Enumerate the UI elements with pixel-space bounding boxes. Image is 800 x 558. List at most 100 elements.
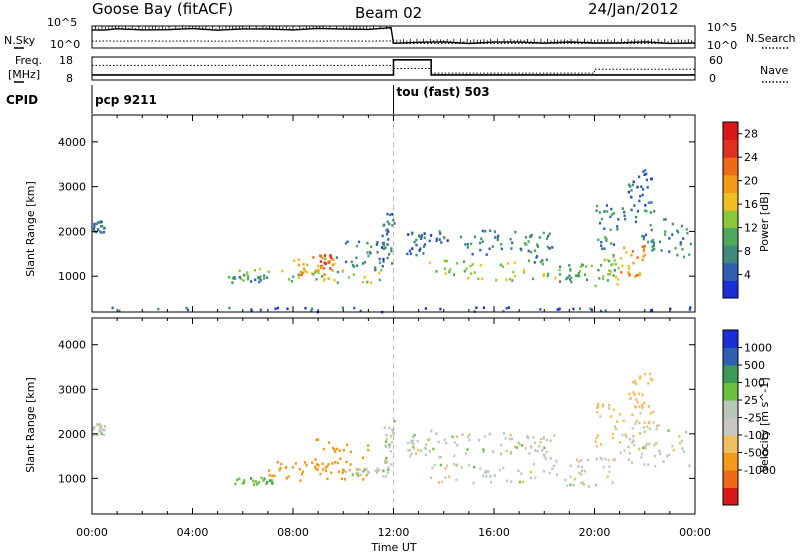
cpid-strip: pcp 9211 tou (fast) 503 xyxy=(91,85,490,114)
cell xyxy=(652,241,655,244)
cell xyxy=(487,470,490,473)
cell xyxy=(614,275,617,279)
cell xyxy=(634,382,638,386)
cell xyxy=(566,276,569,279)
cell xyxy=(98,423,102,426)
power-colorbar-cell xyxy=(723,122,738,141)
cell xyxy=(631,413,634,416)
cell xyxy=(651,245,654,248)
cell xyxy=(411,232,414,236)
cell xyxy=(634,422,637,425)
cell xyxy=(651,308,654,312)
cell xyxy=(647,201,650,205)
cell xyxy=(111,306,114,310)
cell xyxy=(542,274,545,278)
cell xyxy=(646,240,650,244)
cell xyxy=(378,271,381,275)
cell xyxy=(446,259,449,263)
cell xyxy=(578,460,581,464)
cell xyxy=(393,420,396,423)
cell xyxy=(622,419,625,423)
cell xyxy=(534,249,537,252)
cell xyxy=(415,253,418,257)
power-colorbar-tick-label: 28 xyxy=(744,128,758,141)
cell xyxy=(330,256,333,260)
cell xyxy=(362,281,365,284)
cell xyxy=(92,227,95,231)
cell xyxy=(510,480,513,483)
cell xyxy=(315,269,318,273)
cell xyxy=(366,251,369,254)
velocity-colorbar-label: Velocity [m s^-1] xyxy=(758,377,771,472)
cell xyxy=(613,269,616,272)
cell xyxy=(333,448,336,451)
cell xyxy=(435,270,438,273)
cell xyxy=(508,437,511,441)
cell xyxy=(658,449,661,453)
cell xyxy=(359,309,362,313)
cell xyxy=(374,469,377,472)
cell xyxy=(601,405,604,408)
cell xyxy=(102,230,106,234)
cell xyxy=(473,465,476,469)
cell xyxy=(390,435,393,438)
cell xyxy=(305,464,308,467)
cell xyxy=(367,470,370,474)
cell xyxy=(504,437,507,440)
cell xyxy=(287,475,290,478)
cell xyxy=(340,477,343,481)
cell xyxy=(570,276,573,280)
cell xyxy=(316,438,320,441)
cell xyxy=(299,479,302,482)
cell xyxy=(367,444,370,447)
velocity-colorbar-cell xyxy=(723,365,738,383)
cell xyxy=(464,243,467,246)
cell xyxy=(502,466,505,470)
cell xyxy=(303,269,307,273)
cell xyxy=(568,274,571,278)
cell xyxy=(386,461,389,464)
cell xyxy=(431,466,434,470)
cell xyxy=(496,238,499,242)
cell xyxy=(238,477,241,481)
cell xyxy=(536,449,539,453)
cell xyxy=(233,277,236,280)
cell xyxy=(479,467,482,470)
cell xyxy=(568,264,571,267)
cell xyxy=(482,306,485,309)
cell xyxy=(614,458,617,461)
cell xyxy=(467,463,471,467)
cell xyxy=(481,240,484,243)
cell xyxy=(331,462,334,465)
cell xyxy=(411,435,415,439)
cell xyxy=(279,466,282,470)
cell xyxy=(664,233,667,236)
cell xyxy=(643,173,646,176)
cell xyxy=(426,438,429,442)
cell xyxy=(641,258,644,262)
cell xyxy=(599,415,602,418)
cell xyxy=(99,225,102,228)
cell xyxy=(329,267,332,270)
cell xyxy=(597,402,600,406)
cell xyxy=(589,307,592,311)
cell xyxy=(556,308,559,311)
cell xyxy=(435,237,438,241)
cell xyxy=(345,260,348,264)
cell xyxy=(607,273,610,276)
cell xyxy=(651,378,654,382)
cell xyxy=(599,263,603,267)
nave-ytick-bottom: 0 xyxy=(709,72,716,85)
cell xyxy=(652,244,655,248)
cell xyxy=(335,256,338,259)
cell xyxy=(285,477,288,480)
cell xyxy=(582,483,586,486)
cell xyxy=(365,467,368,471)
cell xyxy=(323,261,326,265)
cell xyxy=(319,472,322,476)
cell xyxy=(102,433,105,437)
cell xyxy=(439,232,442,235)
cell xyxy=(346,240,349,244)
cell xyxy=(99,430,102,433)
